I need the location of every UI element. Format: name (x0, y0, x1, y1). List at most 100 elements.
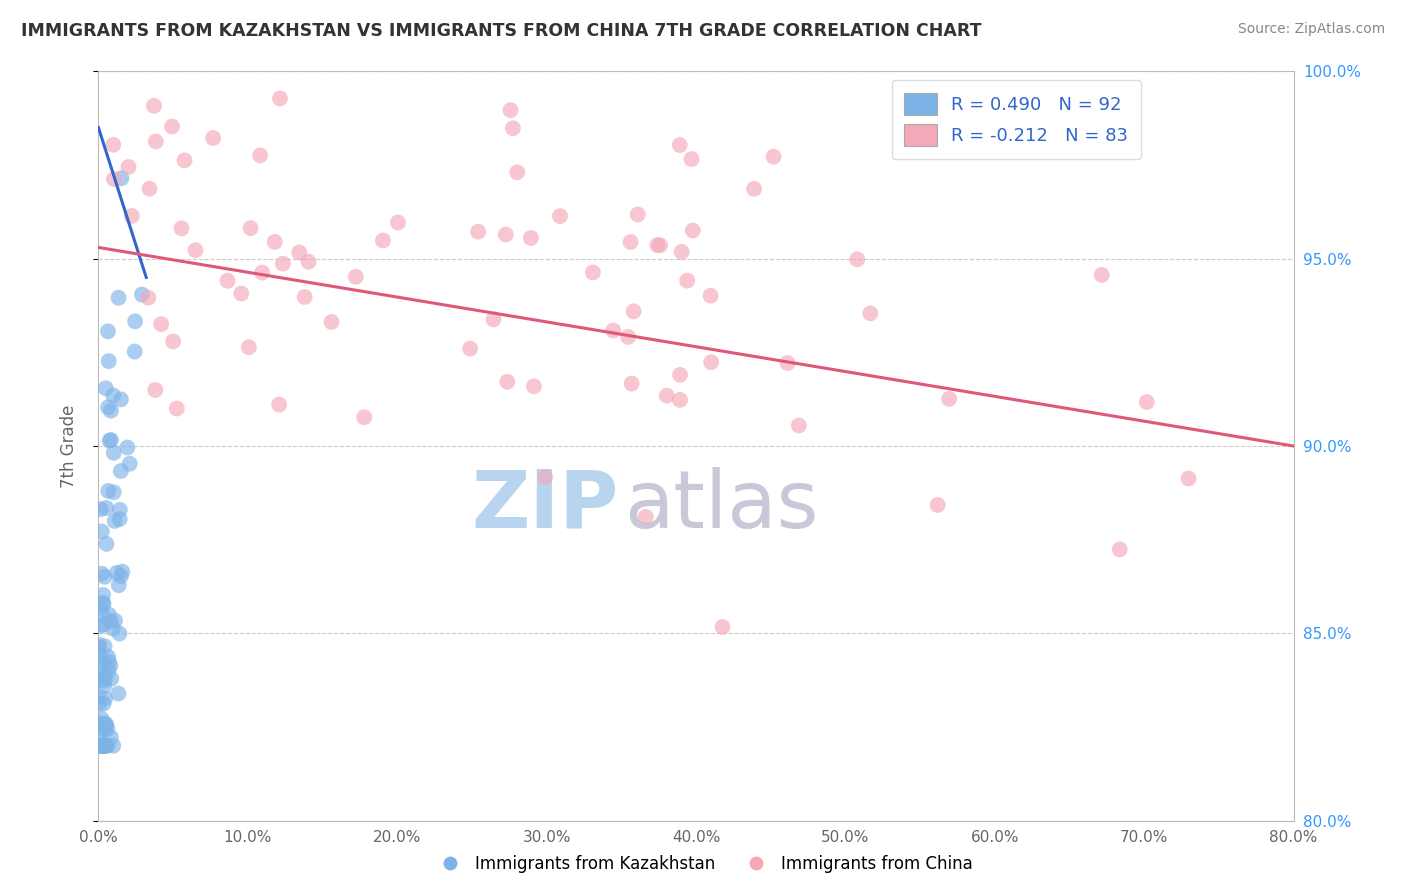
Point (231, 286, 253, 301)
Point (655, 389, 678, 403)
Point (520, 231, 543, 245)
Point (97, 607, 120, 622)
Point (160, 120, 183, 134)
Point (495, 227, 517, 242)
Point (110, 464, 132, 478)
Point (103, 137, 125, 152)
Point (90, 524, 112, 539)
Point (110, 171, 132, 186)
Point (668, 138, 690, 153)
Point (676, 274, 699, 288)
Point (107, 578, 129, 592)
Point (94, 739, 117, 753)
Text: atlas: atlas (624, 467, 818, 545)
Point (107, 686, 129, 700)
Point (117, 160, 139, 174)
Point (582, 265, 605, 279)
Point (294, 290, 316, 304)
Point (143, 99, 166, 113)
Point (97, 324, 120, 338)
Point (97, 483, 120, 498)
Point (1091, 268, 1114, 282)
Point (96, 537, 118, 551)
Point (634, 509, 657, 524)
Text: Source: ZipAtlas.com: Source: ZipAtlas.com (1237, 22, 1385, 37)
Point (89, 728, 111, 742)
Point (107, 291, 129, 305)
Point (94, 381, 117, 395)
Point (134, 45, 156, 60)
Point (249, 148, 271, 162)
Point (103, 446, 125, 460)
Point (94, 739, 117, 753)
Point (93, 697, 115, 711)
Point (89, 655, 111, 669)
Point (502, 121, 524, 136)
Text: ZIP: ZIP (471, 467, 619, 545)
Point (87, 716, 110, 731)
Point (1108, 542, 1130, 557)
Point (110, 392, 132, 407)
Point (96, 717, 118, 731)
Point (269, 398, 291, 412)
Point (90, 712, 112, 726)
Point (93, 716, 115, 731)
Point (143, 383, 166, 397)
Point (762, 150, 785, 164)
Point (647, 238, 669, 252)
Point (669, 368, 692, 382)
Point (124, 344, 146, 359)
Point (496, 375, 519, 389)
Point (103, 172, 125, 186)
Point (94, 720, 117, 734)
Point (602, 323, 624, 337)
Point (90, 566, 112, 581)
Point (124, 314, 146, 328)
Point (90, 739, 112, 753)
Point (396, 45, 419, 60)
Point (108, 503, 131, 517)
Point (467, 225, 489, 239)
Point (1136, 395, 1159, 409)
Legend: R = 0.490   N = 92, R = -0.212   N = 83: R = 0.490 N = 92, R = -0.212 N = 83 (891, 80, 1142, 159)
Point (94, 691, 117, 706)
Point (700, 355, 723, 369)
Point (97, 401, 120, 415)
Point (91, 596, 114, 610)
Point (93, 673, 115, 688)
Point (98, 434, 121, 448)
Point (617, 330, 640, 344)
Point (97, 664, 120, 678)
Point (371, 234, 394, 248)
Point (859, 306, 882, 320)
Point (93, 739, 115, 753)
Point (93, 739, 115, 753)
Point (108, 626, 131, 640)
Point (100, 731, 122, 745)
Point (669, 392, 692, 407)
Point (620, 376, 643, 391)
Point (89, 600, 111, 615)
Point (711, 620, 734, 634)
Point (548, 209, 571, 223)
Point (91, 657, 114, 672)
Point (458, 342, 481, 356)
Point (138, 291, 160, 305)
Y-axis label: 7th Grade: 7th Grade (59, 404, 77, 488)
Point (648, 238, 671, 252)
Point (97, 649, 120, 664)
Point (90, 739, 112, 753)
Point (787, 418, 810, 433)
Point (93, 639, 115, 653)
Point (344, 269, 367, 284)
Point (131, 287, 153, 301)
Point (387, 215, 409, 229)
Point (100, 433, 122, 447)
Point (96, 722, 118, 736)
Point (91, 739, 114, 753)
Point (96, 739, 118, 753)
Point (681, 152, 703, 166)
Point (89, 697, 111, 711)
Point (263, 235, 285, 249)
Point (87, 640, 110, 655)
